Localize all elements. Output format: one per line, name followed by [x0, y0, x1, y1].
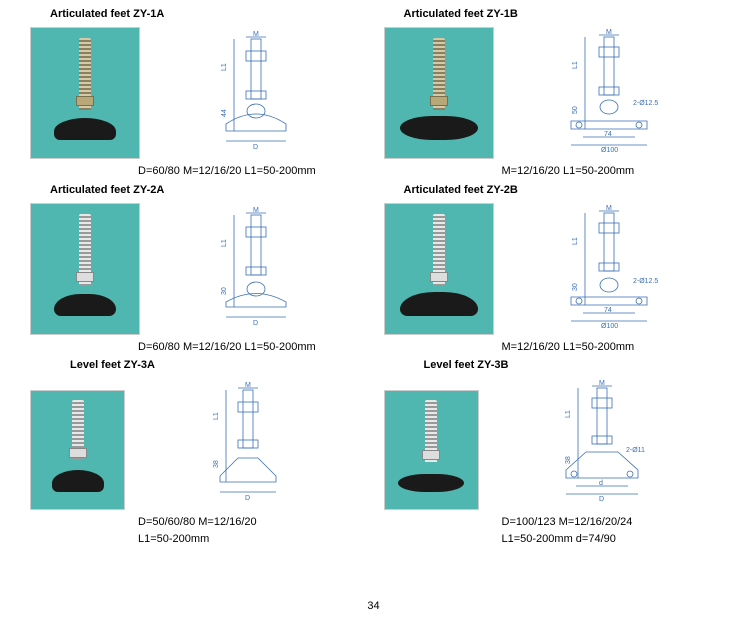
product-title: Articulated feet ZY-2B [384, 184, 718, 196]
svg-text:D: D [253, 144, 258, 151]
product-row: M L1 44 D [30, 24, 364, 159]
technical-diagram: M L1 44 D [148, 24, 364, 159]
svg-text:38: 38 [213, 460, 220, 468]
svg-text:M: M [253, 207, 259, 214]
svg-text:44: 44 [221, 109, 228, 117]
product-photo [384, 390, 479, 510]
svg-text:D: D [245, 495, 250, 502]
svg-text:2-Ø12.5: 2-Ø12.5 [633, 278, 658, 285]
technical-diagram: M L1 38 2-Ø11 d D [487, 375, 718, 510]
product-title: Articulated feet ZY-2A [30, 184, 364, 196]
product-title: Articulated feet ZY-1A [30, 8, 364, 20]
svg-text:M: M [253, 31, 259, 38]
technical-diagram: M L1 30 2-Ø12.5 74 [502, 200, 718, 335]
svg-text:L1: L1 [565, 410, 572, 418]
svg-text:d: d [599, 480, 603, 487]
product-title: Level feet ZY-3B [384, 359, 718, 371]
product-title: Articulated feet ZY-1B [384, 8, 718, 20]
product-zy-2a: Articulated feet ZY-2A M [30, 184, 364, 356]
product-photo [30, 390, 125, 510]
svg-text:38: 38 [565, 456, 572, 464]
svg-text:M: M [245, 382, 251, 389]
product-row: M L1 38 2-Ø11 d D [384, 375, 718, 510]
product-photo [30, 27, 140, 159]
svg-text:L1: L1 [572, 237, 579, 245]
svg-text:30: 30 [221, 287, 228, 295]
svg-text:30: 30 [572, 283, 579, 291]
svg-text:L1: L1 [213, 412, 220, 420]
technical-diagram: M L1 50 2-Ø12.5 74 [502, 24, 718, 159]
svg-text:Ø100: Ø100 [601, 323, 618, 330]
product-row: M L1 30 D [30, 200, 364, 335]
product-specs: M=12/16/20 L1=50-200mm [384, 339, 718, 356]
product-specs: D=100/123 M=12/16/20/24 L1=50-200mm d=74… [384, 514, 718, 547]
product-specs: D=50/60/80 M=12/16/20 L1=50-200mm [30, 514, 364, 547]
svg-text:74: 74 [604, 307, 612, 314]
svg-text:2-Ø12.5: 2-Ø12.5 [633, 100, 658, 107]
svg-text:Ø100: Ø100 [601, 147, 618, 154]
product-specs: M=12/16/20 L1=50-200mm [384, 163, 718, 180]
product-photo [384, 27, 494, 159]
technical-diagram: M L1 38 D [133, 375, 364, 510]
product-row: M L1 50 2-Ø12.5 74 [384, 24, 718, 159]
product-row: M L1 30 2-Ø12.5 74 [384, 200, 718, 335]
catalog-grid: Articulated feet ZY-1A M [0, 0, 747, 557]
product-row: M L1 38 D [30, 375, 364, 510]
svg-text:2-Ø11: 2-Ø11 [626, 447, 645, 454]
page-number: 34 [367, 600, 379, 612]
product-zy-1b: Articulated feet ZY-1B M [384, 8, 718, 180]
svg-text:D: D [253, 320, 258, 327]
product-specs: D=60/80 M=12/16/20 L1=50-200mm [30, 339, 364, 356]
svg-text:L1: L1 [221, 239, 228, 247]
product-zy-3b: Level feet ZY-3B M [384, 359, 718, 547]
svg-text:50: 50 [572, 106, 579, 114]
technical-diagram: M L1 30 D [148, 200, 364, 335]
product-photo [30, 203, 140, 335]
svg-text:M: M [606, 29, 612, 36]
svg-text:L1: L1 [572, 61, 579, 69]
product-zy-1a: Articulated feet ZY-1A M [30, 8, 364, 180]
svg-text:M: M [606, 205, 612, 212]
svg-text:D: D [599, 496, 604, 503]
product-zy-3a: Level feet ZY-3A M [30, 359, 364, 547]
product-specs: D=60/80 M=12/16/20 L1=50-200mm [30, 163, 364, 180]
product-zy-2b: Articulated feet ZY-2B M [384, 184, 718, 356]
product-title: Level feet ZY-3A [30, 359, 364, 371]
svg-text:74: 74 [604, 131, 612, 138]
svg-text:L1: L1 [221, 63, 228, 71]
svg-text:M: M [599, 380, 605, 387]
product-photo [384, 203, 494, 335]
